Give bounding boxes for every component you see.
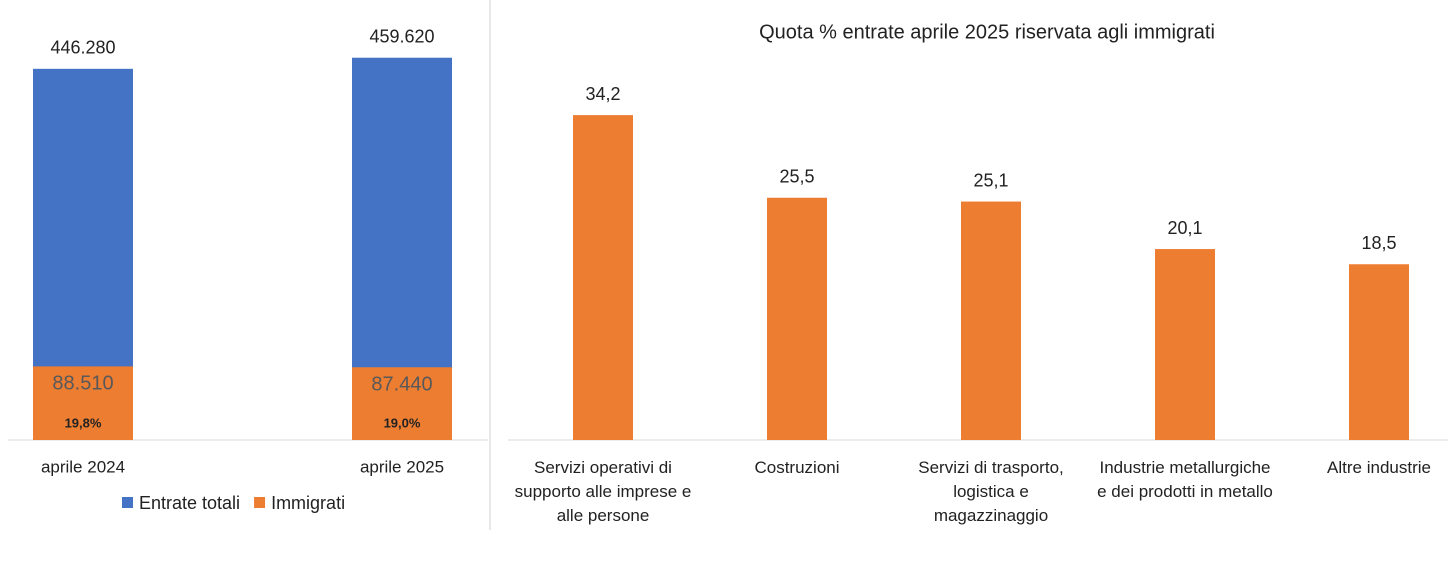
bar bbox=[1349, 264, 1409, 440]
value-label: 446.280 bbox=[50, 38, 115, 58]
x-tick-label: aprile 2025 bbox=[360, 457, 444, 476]
bar bbox=[767, 197, 827, 440]
x-tick-label: aprile 2024 bbox=[41, 457, 125, 476]
legend-label: Immigrati bbox=[271, 493, 345, 513]
share-label: 19,8% bbox=[65, 415, 102, 430]
x-tick-label: Servizi di trasporto, logistica e magazz… bbox=[918, 458, 1064, 525]
x-tick-label: Industrie metallurgiche e dei prodotti i… bbox=[1097, 458, 1273, 501]
legend-swatch bbox=[254, 497, 266, 508]
x-tick-label: Costruzioni bbox=[754, 458, 840, 477]
value-label: 87.440 bbox=[371, 374, 432, 396]
x-tick-label: Servizi operativi di supporto alle impre… bbox=[514, 458, 692, 525]
value-label: 459.620 bbox=[369, 26, 434, 46]
chart-title: Quota % entrate aprile 2025 riservata ag… bbox=[759, 21, 1215, 43]
share-label: 19,0% bbox=[384, 415, 421, 430]
value-label: 88.510 bbox=[52, 373, 113, 395]
bar bbox=[961, 201, 1021, 440]
bar bbox=[1155, 249, 1215, 440]
value-label: 20,1 bbox=[1167, 218, 1202, 238]
bar bbox=[573, 115, 633, 440]
bar bbox=[33, 366, 133, 440]
value-label: 34,2 bbox=[585, 84, 620, 104]
x-tick-label: Altre industrie bbox=[1327, 458, 1431, 477]
value-label: 25,1 bbox=[973, 170, 1008, 190]
legend-label: Entrate totali bbox=[139, 493, 240, 513]
value-label: 18,5 bbox=[1361, 233, 1396, 253]
legend-swatch bbox=[122, 497, 133, 508]
value-label: 25,5 bbox=[779, 167, 814, 187]
bar bbox=[352, 367, 452, 440]
